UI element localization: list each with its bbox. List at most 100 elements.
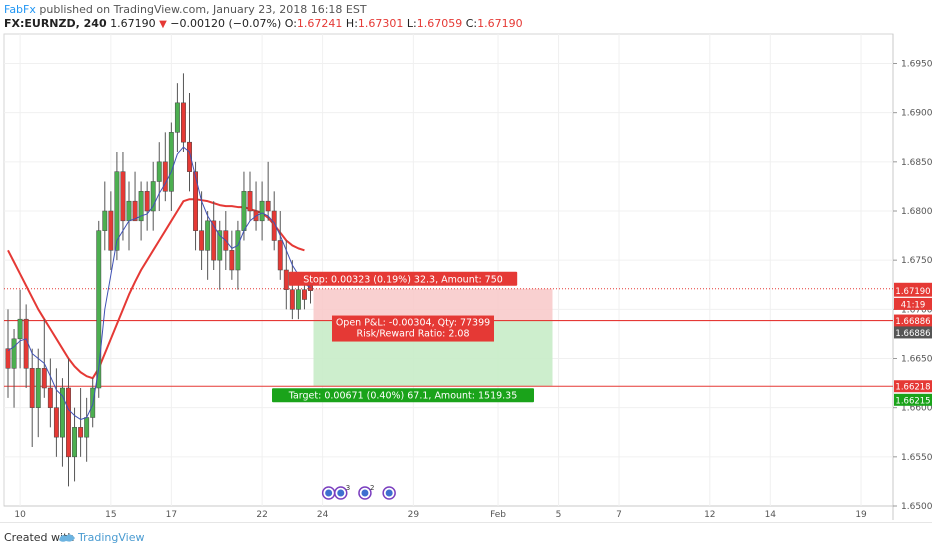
- time-tick-label: 5: [556, 510, 562, 520]
- candle-body: [289, 289, 295, 310]
- candle-body: [302, 289, 307, 300]
- candle-body: [35, 368, 41, 408]
- price-axis-tag-bg: [894, 284, 932, 297]
- risk-reward-text: Risk/Reward Ratio: 2.08: [356, 329, 469, 340]
- time-tick-label: 14: [765, 510, 777, 520]
- created-with-text: Created with: [4, 531, 75, 544]
- time-tick-label: 10: [14, 510, 26, 520]
- candle-body: [53, 407, 59, 438]
- time-tick-label: 22: [256, 510, 267, 520]
- down-triangle-icon: ▼: [159, 19, 167, 30]
- candle-body: [259, 200, 265, 222]
- plot-border: [3, 33, 894, 507]
- price-tick-label: 1.68000: [901, 207, 932, 217]
- price-axis-tag-bg: [894, 297, 932, 310]
- open-value: 1.67241: [296, 17, 343, 30]
- price-tick-label: 1.65500: [901, 453, 932, 463]
- price-axis-tag: 1.66886: [894, 314, 932, 327]
- price-tick-label: 1.69000: [901, 109, 932, 119]
- stop-label[interactable]: Stop: 0.00323 (0.19%) 32.3, Amount: 750: [288, 271, 518, 286]
- published-text: published on TradingView.com, January 23…: [39, 3, 367, 16]
- price-axis-tag: 1.66886: [894, 326, 932, 339]
- time-tick-label: 7: [616, 510, 622, 520]
- price-axis-tag: 41:19: [894, 297, 932, 310]
- target-label-bg: [272, 388, 534, 403]
- candle-body: [29, 368, 35, 408]
- event-icon-flag: [337, 489, 345, 497]
- candle-body: [114, 171, 120, 251]
- symbol-label[interactable]: FX:EURNZD, 240: [4, 17, 107, 30]
- price-axis-tag-text: 1.66218: [895, 383, 930, 393]
- event-count-badge: 2: [370, 484, 374, 492]
- event-count-badge: 3: [346, 484, 350, 492]
- footer-bar: Created with TradingView: [0, 522, 932, 551]
- event-icon-flag: [385, 489, 393, 497]
- price-tick-label: 1.67000: [901, 305, 932, 315]
- price-axis-tag-text: 1.66215: [895, 396, 930, 406]
- tradingview-logo-icon: [59, 534, 75, 542]
- price-axis-tag-bg: [894, 380, 932, 393]
- event-icon[interactable]: 2: [358, 484, 374, 500]
- high-value: 1.67301: [357, 17, 404, 30]
- candle-body: [126, 200, 132, 222]
- close-value: 1.67190: [477, 17, 523, 30]
- candle-body: [144, 191, 150, 212]
- stop-label-text: Stop: 0.00323 (0.19%) 32.3, Amount: 750: [303, 274, 503, 285]
- candle-body: [72, 427, 77, 458]
- target-label[interactable]: Target: 0.00671 (0.40%) 67.1, Amount: 15…: [272, 388, 534, 403]
- price-tick-label: 1.66000: [901, 404, 932, 414]
- candle-body: [277, 240, 283, 271]
- low-value: 1.67059: [416, 17, 463, 30]
- candle-body: [47, 387, 53, 408]
- price-axis-tag-text: 1.67190: [895, 287, 930, 297]
- candle-body: [120, 171, 126, 222]
- candle-body: [199, 230, 205, 251]
- author-link[interactable]: FabFx: [4, 3, 36, 16]
- last-price: 1.67190: [110, 17, 156, 30]
- ohlc-legend: FX:EURNZD, 240 1.67190 ▼ −0.00120 (−0.07…: [4, 17, 523, 30]
- close-label: C:: [465, 17, 478, 30]
- time-tick-label: 29: [408, 510, 420, 520]
- stop-loss-zone[interactable]: [313, 288, 553, 321]
- price-tick-label: 1.65000: [901, 502, 932, 512]
- moving-average-slow-line: [7, 198, 305, 380]
- candle-body: [60, 387, 65, 438]
- candle-body: [174, 102, 180, 133]
- candle-body: [193, 171, 199, 231]
- candle-body: [138, 191, 144, 222]
- candle-body: [181, 102, 186, 143]
- price-axis-tag-text: 41:19: [901, 300, 926, 310]
- candle-body: [66, 387, 71, 458]
- pnl-label[interactable]: Open P&L: -0.00304, Qty: 77399Risk/Rewar…: [332, 315, 494, 342]
- candle-body: [295, 289, 301, 310]
- price-axis-tag: 1.67190: [894, 284, 932, 297]
- event-icon-flag: [325, 489, 333, 497]
- price-axis-tag-bg: [894, 314, 932, 327]
- price-axis-tag-text: 1.66886: [895, 317, 930, 327]
- pnl-label-bg: [332, 315, 494, 342]
- event-icon[interactable]: 3: [334, 484, 350, 500]
- candle-body: [41, 368, 47, 389]
- candle-body: [217, 230, 223, 261]
- candle-body: [229, 250, 235, 271]
- candle-body: [78, 427, 84, 438]
- candle-body: [265, 200, 271, 212]
- candle-body: [132, 200, 138, 222]
- moving-average-fast-line: [7, 146, 311, 420]
- time-tick-label: 17: [166, 510, 177, 520]
- chart-header: FabFx published on TradingView.com, Janu…: [0, 0, 932, 32]
- candle-body: [102, 210, 108, 231]
- time-tick-label: 12: [704, 510, 715, 520]
- candle-body: [11, 338, 17, 369]
- high-label: H:: [345, 17, 358, 30]
- time-tick-label: Feb: [490, 510, 506, 520]
- tradingview-brand[interactable]: TradingView: [78, 531, 145, 544]
- candle-body: [5, 348, 11, 369]
- price-axis-tag: 1.66218: [894, 380, 932, 393]
- price-axis-tag: 1.66215: [894, 393, 932, 406]
- price-axis-tag-text: 1.66886: [895, 329, 930, 339]
- event-icon[interactable]: [382, 486, 396, 500]
- event-icon[interactable]: [321, 486, 336, 500]
- chart-canvas[interactable]: 1.69500 1.69000 1.68500 1.68000 1.67500 1.670…: [0, 0, 932, 522]
- candle-body: [271, 210, 277, 241]
